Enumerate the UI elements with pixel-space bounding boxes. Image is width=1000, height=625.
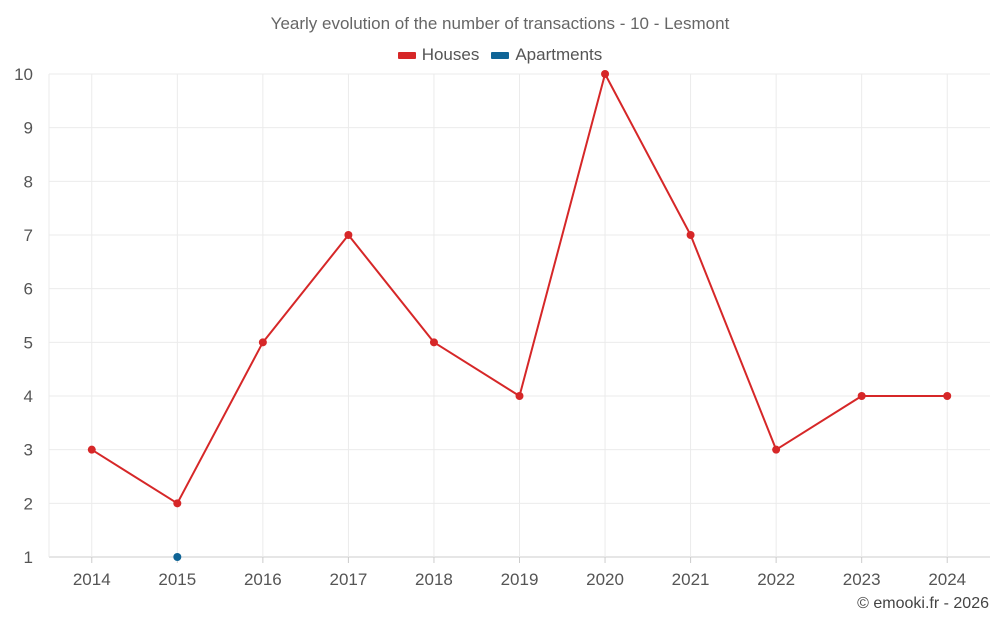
footer-credit: © emooki.fr - 2026 xyxy=(857,595,989,612)
y-tick-label-2: 2 xyxy=(24,494,33,513)
chart-title: Yearly evolution of the number of transa… xyxy=(270,14,730,33)
legend-item-apartments[interactable]: Apartments xyxy=(491,45,602,65)
data-point-houses-2021 xyxy=(686,231,695,239)
x-tick-label-2014: 2014 xyxy=(73,570,111,589)
x-tick-label-2017: 2017 xyxy=(329,570,367,589)
legend-swatch-houses xyxy=(397,51,416,59)
data-point-apartments-2015 xyxy=(173,553,182,561)
y-tick-label-7: 7 xyxy=(24,226,33,245)
legend-label-houses: Houses xyxy=(421,45,480,64)
y-tick-label-5: 5 xyxy=(24,333,33,352)
legend-label-apartments: Apartments xyxy=(515,45,603,64)
data-point-houses-2020 xyxy=(601,70,610,78)
data-point-houses-2015 xyxy=(173,499,182,508)
x-tick-label-2020: 2020 xyxy=(586,570,624,589)
x-tick-label-2022: 2022 xyxy=(757,570,795,589)
legend-swatch-apartments xyxy=(491,51,510,59)
y-tick-label-8: 8 xyxy=(24,172,33,191)
data-point-houses-2019 xyxy=(515,392,524,400)
legend-item-houses[interactable]: Houses xyxy=(397,45,480,65)
data-point-houses-2024 xyxy=(943,392,952,400)
x-tick-label-2018: 2018 xyxy=(415,570,453,589)
x-tick-label-2019: 2019 xyxy=(501,570,539,589)
y-tick-label-9: 9 xyxy=(24,119,33,138)
chart-legend: Houses Apartments xyxy=(0,45,1000,65)
data-point-houses-2018 xyxy=(429,338,438,347)
y-tick-label-4: 4 xyxy=(24,387,33,406)
data-point-houses-2016 xyxy=(258,338,267,347)
data-point-houses-2014 xyxy=(87,445,96,454)
x-tick-label-2021: 2021 xyxy=(672,570,710,589)
x-tick-label-2024: 2024 xyxy=(928,570,966,589)
x-tick-label-2015: 2015 xyxy=(158,570,196,589)
data-point-houses-2023 xyxy=(857,392,866,400)
y-tick-label-1: 1 xyxy=(24,548,33,567)
x-tick-label-2023: 2023 xyxy=(843,570,881,589)
data-point-houses-2022 xyxy=(772,445,781,454)
y-tick-label-3: 3 xyxy=(24,441,33,460)
data-point-houses-2017 xyxy=(344,231,353,239)
y-tick-label-6: 6 xyxy=(24,280,33,299)
x-tick-label-2016: 2016 xyxy=(244,570,282,589)
y-tick-label-10: 10 xyxy=(14,65,33,84)
